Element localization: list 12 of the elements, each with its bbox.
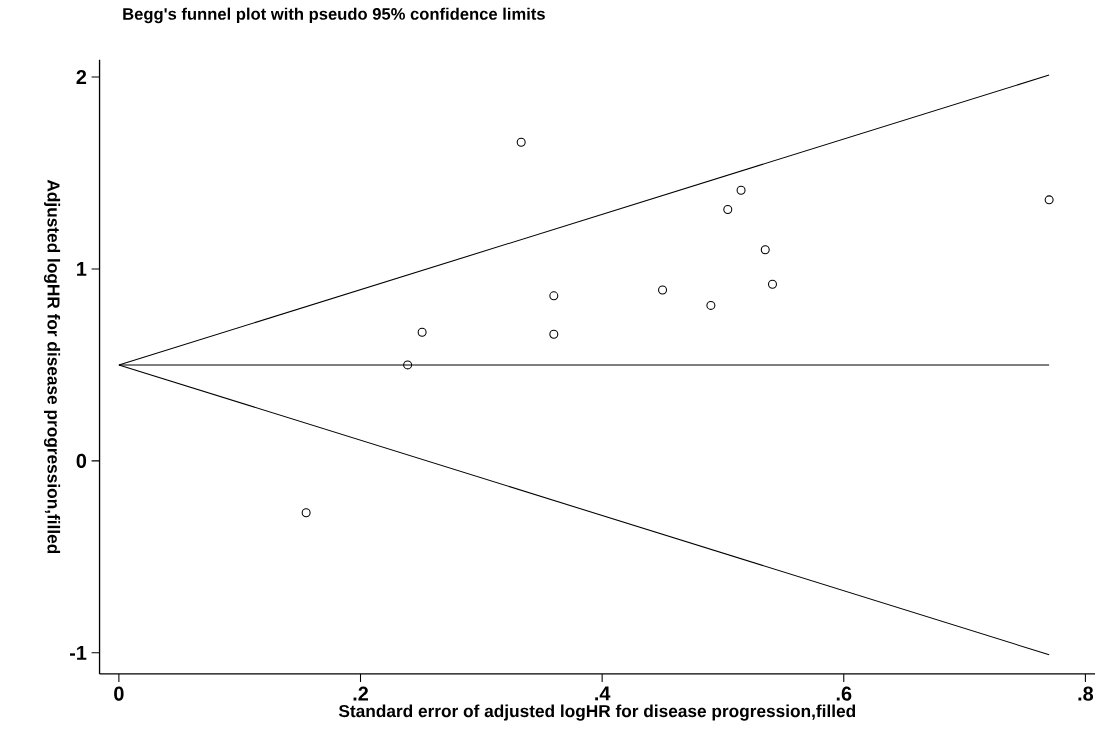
x-axis-title: Standard error of adjusted logHR for disease progression,filled (338, 704, 856, 721)
y-tick-label: -1 (69, 646, 87, 660)
chart-title: Begg's funnel plot with pseudo 95% confidence limits (123, 7, 545, 24)
y-tick-label: 0 (76, 454, 87, 469)
y-tick-label: 2 (76, 70, 87, 85)
y-axis-title: Adjusted logHR for disease progression,filled (43, 179, 61, 554)
x-tick-label: .6 (836, 686, 852, 701)
x-tick-label: .8 (1078, 686, 1094, 701)
x-tick-label: .2 (353, 686, 369, 701)
y-tick-label: 1 (77, 262, 87, 276)
x-tick-label: .4 (595, 686, 611, 701)
x-tick-label: 0 (114, 686, 124, 701)
